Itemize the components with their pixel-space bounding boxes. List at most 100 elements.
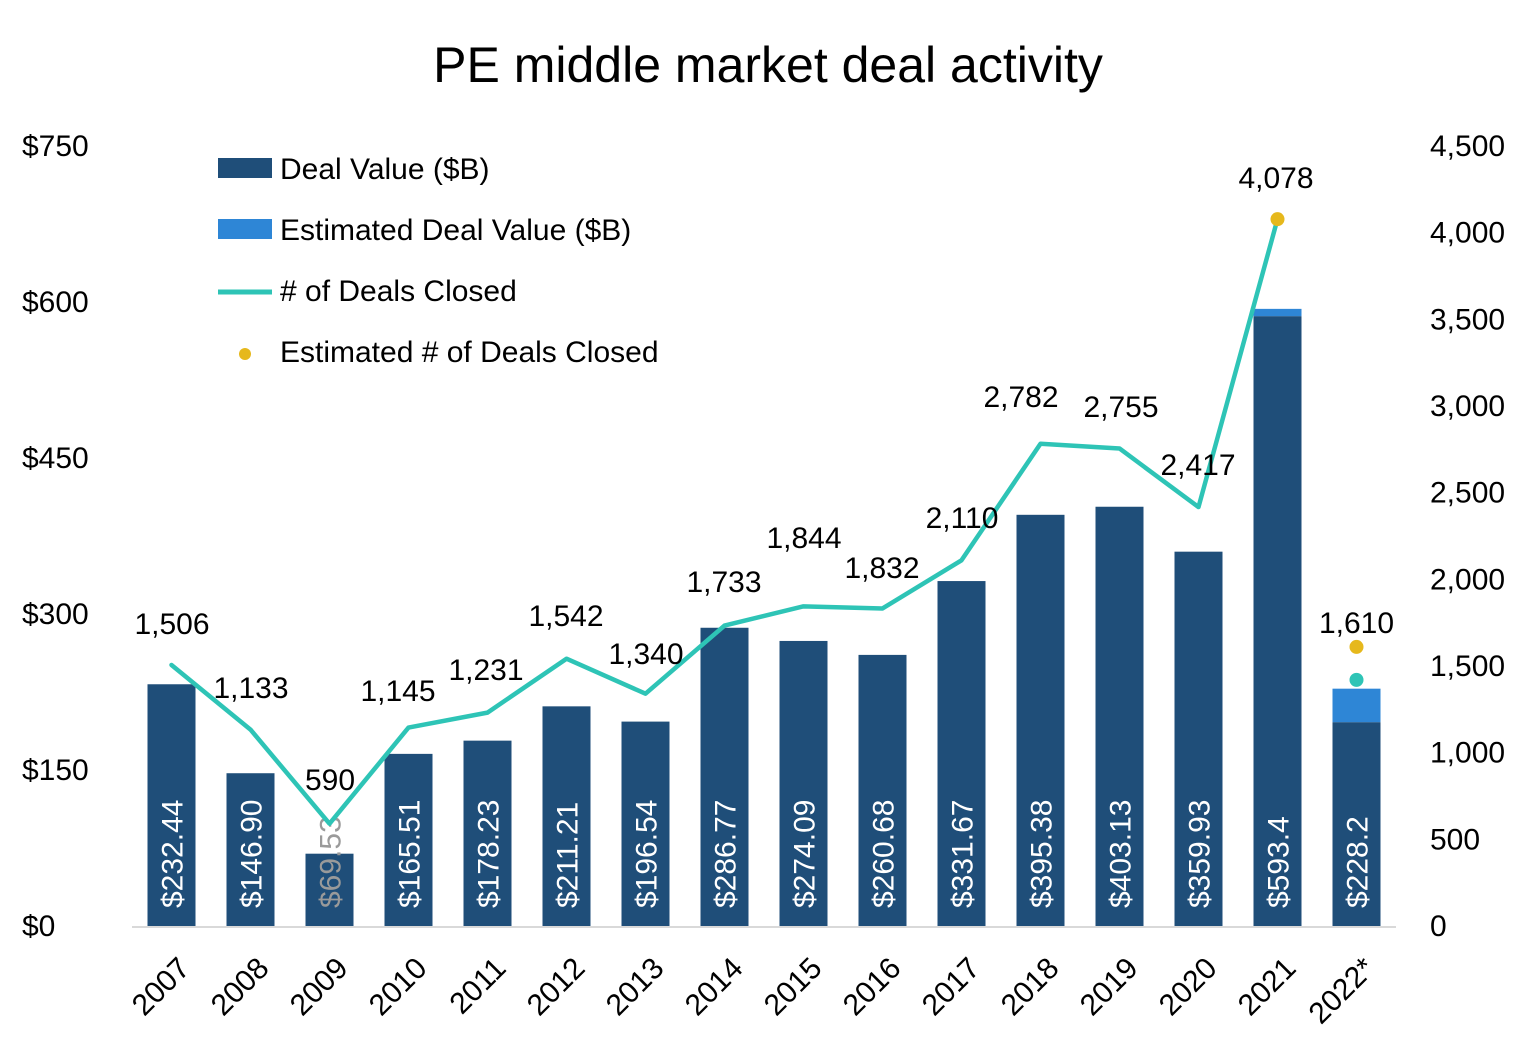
x-tick-2007: 2007 (126, 952, 197, 1023)
bar-label-2008: $146.90 (236, 800, 269, 908)
bar-deal-value-2020 (1174, 551, 1223, 926)
x-tick-2014: 2014 (679, 952, 750, 1023)
bar-label-2020: $359.93 (1184, 800, 1217, 908)
bar-label-2011: $178.23 (473, 800, 506, 908)
deals-label-2015: 1,844 (766, 522, 841, 555)
deals-label-2019: 2,755 (1083, 391, 1158, 424)
bar-labels-layer: $232.44 $146.90 $69.53 $165.51 $178.23 $211.2… (157, 800, 1375, 908)
y-left-tick-1: $150 (22, 754, 89, 787)
bar-deal-value-2018 (1016, 514, 1065, 926)
legend: Deal Value ($B) Estimated Deal Value ($B)… (218, 153, 659, 369)
bar-deal-value-2021 (1253, 316, 1302, 926)
legend-label-3: Estimated # of Deals Closed (280, 336, 659, 369)
bar-label-2014: $286.77 (710, 800, 743, 908)
x-tick-2010: 2010 (363, 952, 434, 1023)
y-left-tick-5: $750 (22, 130, 89, 163)
bar-deal-value-2022* (1332, 722, 1381, 926)
deals-point-2022* (1349, 672, 1364, 687)
estimated-deals-point-2021 (1270, 212, 1285, 227)
bar-label-2015: $274.09 (789, 800, 822, 908)
deals-label-2018: 2,782 (983, 381, 1058, 414)
bar-deal-value-2017 (937, 581, 986, 926)
deals-label-2011: 1,231 (448, 654, 523, 687)
x-tick-2017: 2017 (916, 952, 987, 1023)
x-tick-2013: 2013 (600, 952, 671, 1023)
x-tick-2018: 2018 (995, 952, 1066, 1023)
x-tick-2012: 2012 (521, 952, 592, 1023)
bar-label-2010: $165.51 (394, 800, 427, 908)
bar-deal-value-2007 (147, 684, 196, 926)
deals-label-2017: 2,110 (926, 502, 999, 535)
deals-label-2010: 1,145 (360, 675, 435, 708)
bar-deal-value-2014 (700, 627, 749, 926)
legend-label-1: Estimated Deal Value ($B) (280, 214, 631, 247)
bar-deal-value-2011 (463, 740, 512, 926)
y-left-tick-3: $450 (22, 442, 89, 475)
deals-label-2013: 1,340 (608, 638, 683, 671)
bar-label-2017: $331.67 (947, 800, 980, 908)
chart-title: PE middle market deal activity (433, 37, 1103, 93)
y-right-tick-0: 0 (1430, 910, 1447, 943)
x-tick-2008: 2008 (205, 952, 276, 1023)
deals-label-2016: 1,832 (844, 552, 919, 585)
bar-label-2021: $593.4 (1263, 816, 1296, 908)
x-tick-2020: 2020 (1153, 952, 1224, 1023)
y-left-tick-4: $600 (22, 286, 89, 319)
x-tick-2021: 2021 (1232, 952, 1303, 1023)
x-tick-2009: 2009 (284, 952, 355, 1023)
y-right-tick-7: 3,500 (1430, 303, 1505, 336)
estimated-deals-label-2022*: 1,610 (1319, 607, 1394, 640)
bar-deal-value-2009 (305, 853, 354, 926)
x-tick-2016: 2016 (837, 952, 908, 1023)
deals-label-2014: 1,733 (686, 566, 761, 599)
bar-deal-value-2015 (779, 640, 828, 926)
bar-label-2007: $232.44 (157, 800, 190, 908)
line-layer: 1,5061,1335901,1451,2311,5421,3401,7331,… (134, 162, 1394, 826)
bar-label-2016: $260.68 (868, 800, 901, 908)
deals-label-2012: 1,542 (528, 600, 603, 633)
y-right-tick-4: 2,000 (1430, 563, 1505, 596)
bar-deal-value-2008 (226, 773, 275, 926)
bar-label-2022*: $228.2 (1342, 816, 1375, 908)
y-right-tick-2: 1,000 (1430, 737, 1505, 770)
x-tick-2019: 2019 (1074, 952, 1145, 1023)
y-left-tick-0: $0 (22, 910, 55, 943)
deals-label-2020: 2,417 (1160, 449, 1235, 482)
deals-label-2021: 4,078 (1238, 162, 1313, 195)
y-right-tick-5: 2,500 (1430, 477, 1505, 510)
y-right-tick-3: 1,500 (1430, 650, 1505, 683)
y-left-tick-2: $300 (22, 598, 89, 631)
x-tick-2011: 2011 (443, 952, 512, 1021)
bar-label-2018: $395.38 (1026, 800, 1059, 908)
y-right-tick-6: 3,000 (1430, 390, 1505, 423)
bar-deal-value-2010 (384, 753, 433, 926)
legend-label-0: Deal Value ($B) (280, 153, 490, 186)
y-right-tick-8: 4,000 (1430, 217, 1505, 250)
deals-closed-line (169, 216, 1280, 826)
legend-swatch-deal-value (218, 158, 272, 178)
deals-label-2007: 1,506 (134, 608, 209, 641)
bar-label-2019: $403.13 (1105, 800, 1138, 908)
bar-deal-value-2016 (858, 654, 907, 926)
bar-deal-value-2019 (1095, 506, 1144, 926)
legend-swatch-estimated-dot (239, 348, 251, 360)
bar-deal-value-2013 (621, 721, 670, 926)
bar-estimated-value-2022* (1332, 688, 1381, 723)
y-right-tick-1: 500 (1430, 823, 1480, 856)
deals-label-2008: 1,133 (213, 672, 288, 705)
y-right-tick-9: 4,500 (1430, 130, 1505, 163)
deals-label-2009: 590 (305, 764, 355, 797)
bar-label-2012: $211.21 (552, 802, 585, 908)
legend-label-2: # of Deals Closed (280, 275, 517, 308)
bars-layer (147, 308, 1381, 926)
x-tick-2022*: 2022* (1303, 951, 1382, 1030)
bar-label-2009: $69.53 (315, 816, 348, 908)
bar-estimated-value-2021 (1253, 308, 1302, 317)
estimated-deals-point-2022* (1349, 639, 1364, 654)
legend-swatch-estimated-value (218, 219, 272, 239)
x-tick-2015: 2015 (758, 952, 829, 1023)
bar-deal-value-2012 (542, 706, 591, 926)
bar-label-2013: $196.54 (631, 800, 664, 908)
